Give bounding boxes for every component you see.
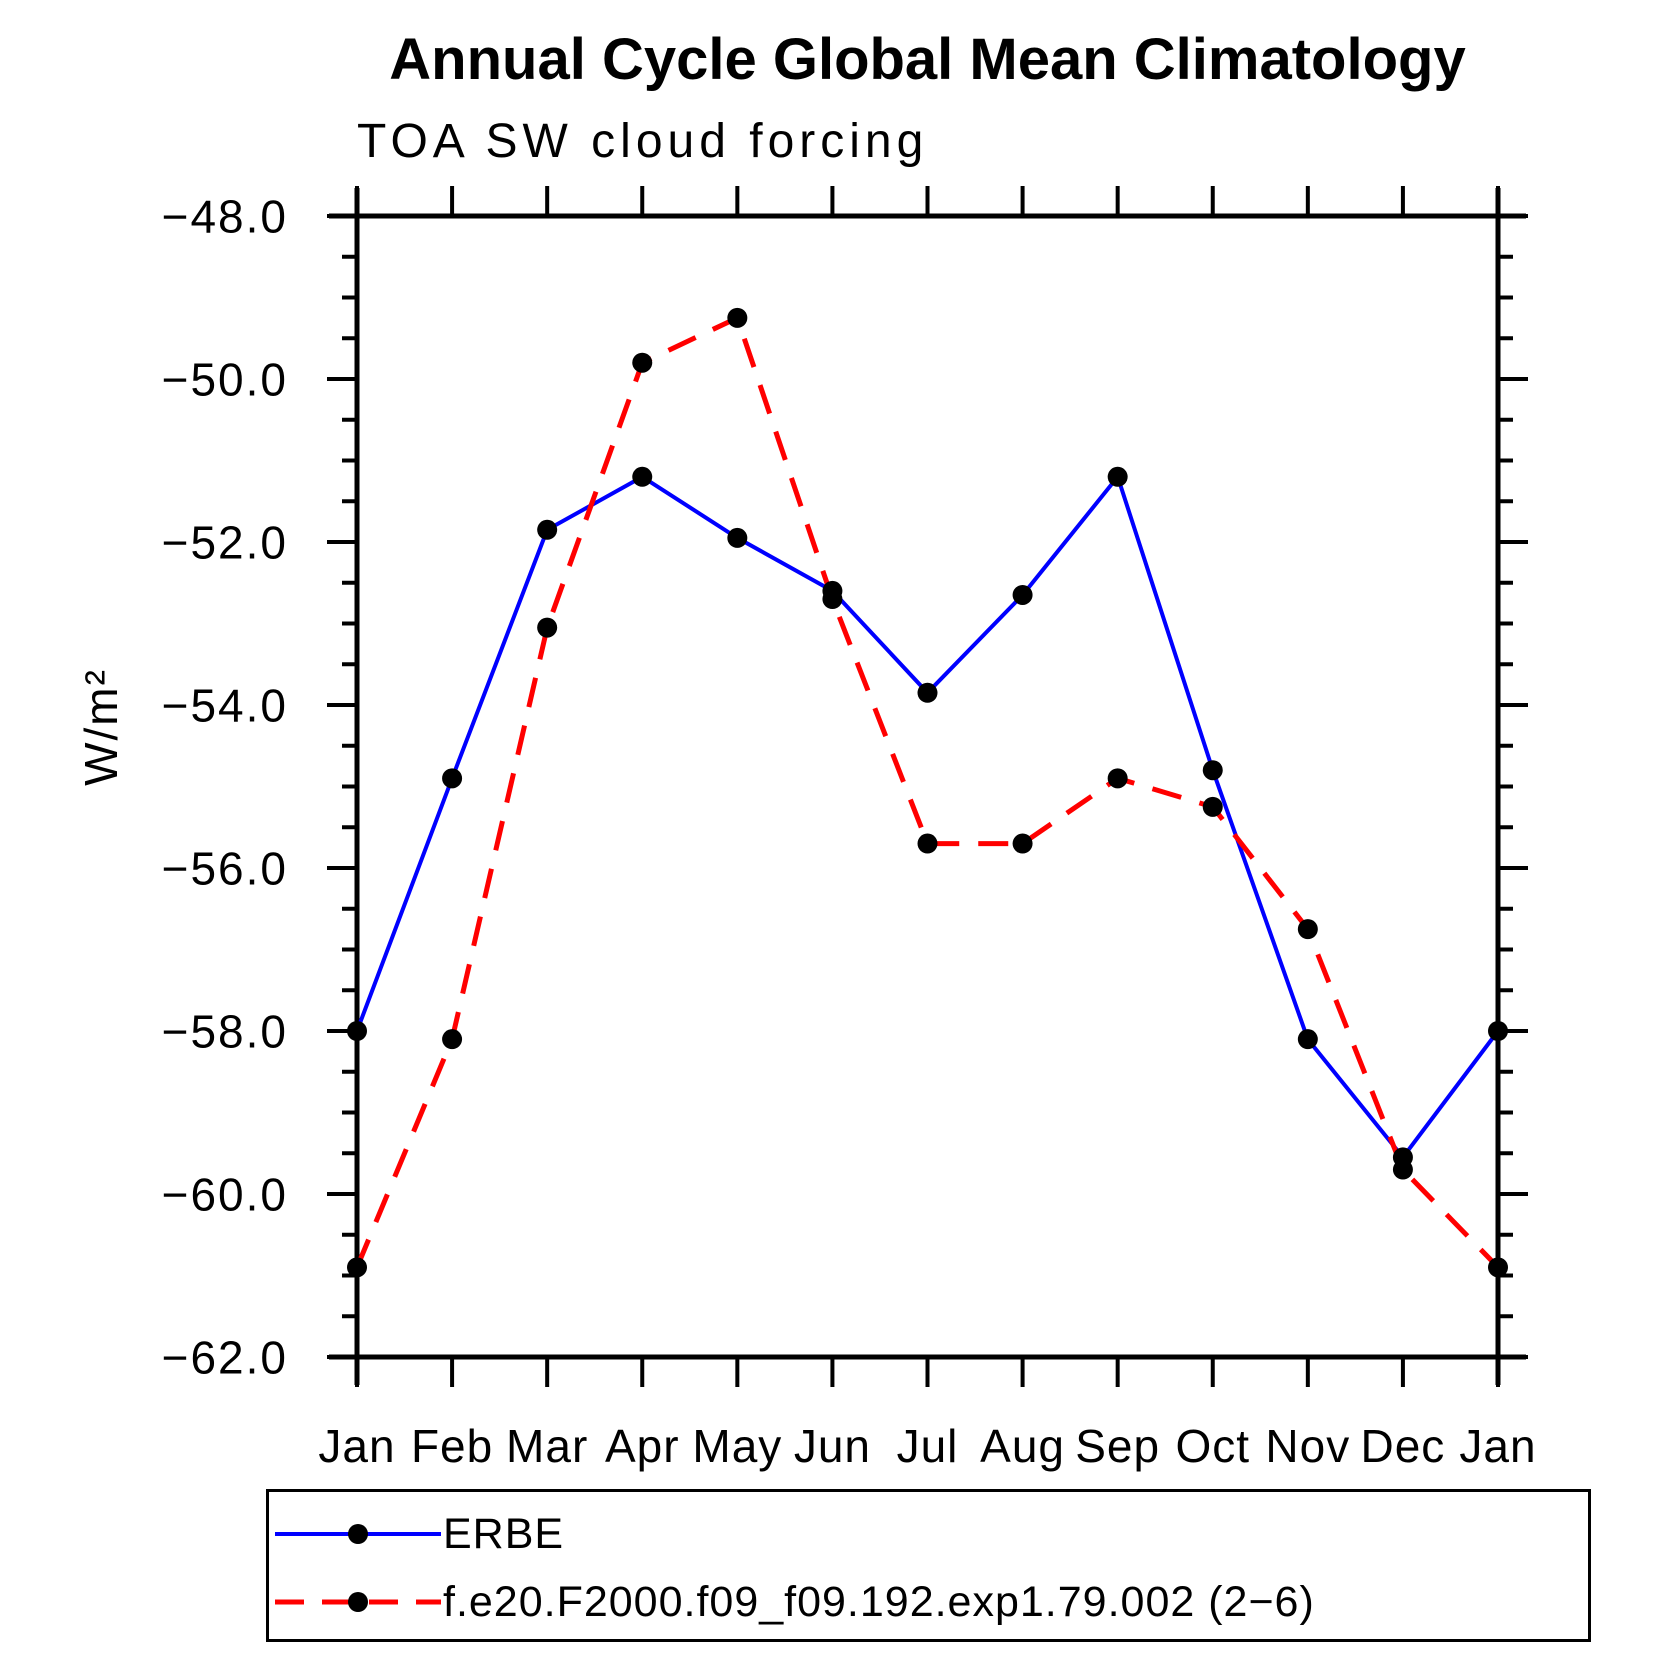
x-tick-label: Oct	[1175, 1420, 1250, 1472]
data-point-erbe	[1012, 584, 1033, 605]
y-tick-label: −48.0	[162, 191, 288, 243]
legend-marker-erbe	[348, 1524, 368, 1544]
data-point-model	[727, 307, 748, 328]
chart-title: Annual Cycle Global Mean Climatology	[389, 27, 1466, 92]
data-point-model	[1012, 833, 1033, 854]
x-tick-label: Sep	[1075, 1420, 1160, 1472]
chart-subtitle: TOA SW cloud forcing	[357, 115, 929, 168]
data-point-erbe	[727, 527, 748, 548]
data-point-model	[1392, 1159, 1413, 1180]
x-tick-label: Feb	[411, 1420, 493, 1472]
y-tick-label: −50.0	[162, 354, 288, 406]
x-tick-label: May	[692, 1420, 782, 1472]
data-point-model	[442, 1029, 463, 1050]
data-point-erbe	[1488, 1021, 1508, 1041]
x-tick-label: Jan	[318, 1420, 395, 1472]
legend-row-erbe: ERBE	[269, 1511, 1588, 1557]
data-point-erbe	[1107, 466, 1128, 487]
legend-label-erbe: ERBE	[443, 1510, 565, 1558]
y-tick-label: −62.0	[162, 1332, 288, 1384]
series-line-model	[354, 314, 1500, 1270]
x-tick-label: Nov	[1265, 1420, 1350, 1472]
data-point-erbe	[632, 466, 653, 487]
x-tick-label: Dec	[1361, 1420, 1446, 1472]
legend-box: ERBE f.e20.F2000.f09_f09.192.exp1.79.002…	[266, 1489, 1591, 1642]
series-line-erbe	[355, 472, 1500, 1161]
data-point-model	[1107, 768, 1128, 789]
legend-label-model: f.e20.F2000.f09_f09.192.exp1.79.002 (2−6…	[443, 1578, 1315, 1626]
legend-line-sample-model	[275, 1592, 441, 1612]
legend-line-sample-erbe	[275, 1524, 441, 1544]
y-tick-label: −54.0	[162, 680, 288, 732]
data-point-model	[537, 617, 558, 638]
data-point-erbe	[917, 682, 938, 703]
y-tick-label: −58.0	[162, 1006, 288, 1058]
data-point-erbe	[1202, 760, 1223, 781]
data-point-erbe	[1297, 1029, 1318, 1050]
x-tick-label: Aug	[980, 1420, 1065, 1472]
data-point-erbe	[442, 768, 463, 789]
legend-row-model: f.e20.F2000.f09_f09.192.exp1.79.002 (2−6…	[269, 1579, 1588, 1625]
data-point-model	[632, 352, 653, 373]
data-point-model	[347, 1257, 367, 1278]
data-point-model	[822, 589, 843, 610]
x-tick-label: Jun	[794, 1420, 871, 1472]
data-point-model	[1488, 1257, 1508, 1278]
data-point-erbe	[537, 519, 558, 540]
data-point-model	[917, 833, 938, 854]
x-tick-label: Jan	[1459, 1420, 1536, 1472]
data-point-model	[1202, 796, 1223, 817]
y-tick-label: −52.0	[162, 517, 288, 569]
data-point-erbe	[347, 1021, 367, 1041]
x-tick-label: Apr	[605, 1420, 680, 1472]
x-tick-label: Jul	[897, 1420, 959, 1472]
y-tick-label: −60.0	[162, 1169, 288, 1221]
data-point-model	[1297, 919, 1318, 940]
x-tick-label: Mar	[506, 1420, 588, 1472]
legend-marker-model	[348, 1592, 368, 1612]
y-tick-label: −56.0	[162, 843, 288, 895]
